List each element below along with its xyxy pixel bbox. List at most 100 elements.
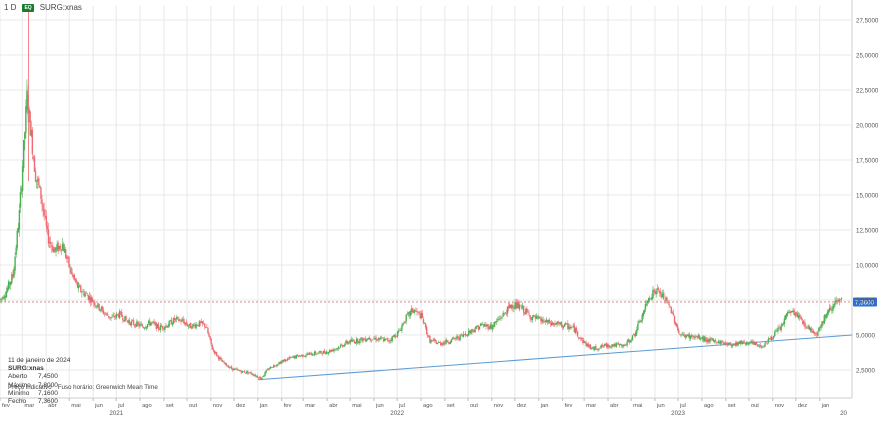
x-month-label: jan [821,403,830,409]
candle-body [688,334,691,339]
candle-body [376,340,378,341]
candle-body [794,313,796,316]
candle-body [238,370,240,371]
candle-body [444,342,446,343]
candle-body [506,306,509,314]
candle-body [647,297,650,302]
candle-body [373,338,375,339]
candle-body [713,340,716,342]
x-month-label: out [189,403,197,409]
candle-body [420,313,423,319]
candle-body [414,310,416,312]
candle-body [664,300,666,301]
x-month-label: mar [586,403,596,409]
candle-body [413,310,415,313]
candle-body [791,310,793,313]
candle-body [803,322,805,324]
symbol-label[interactable]: SURG:xnas [39,3,82,12]
candle-body [305,355,307,357]
candle-body [517,301,519,309]
candle-body [422,319,425,324]
indicative-price-note: Preço indicativo [8,384,52,391]
candle-body [487,324,489,329]
candle-body [73,275,76,279]
candle-body [11,274,13,283]
candle-body [479,323,482,326]
candle-body [218,355,220,360]
candle-body [282,360,285,362]
candle-body [755,341,758,345]
candle-body [474,329,476,333]
candle-body [802,320,804,324]
x-month-label: abr [610,403,618,409]
candle-body [138,323,140,327]
candle-body [531,317,533,320]
candle-body [728,342,731,344]
candle-body [100,307,102,311]
candle-body [489,324,491,329]
candle-body [272,365,275,368]
candle-body [607,344,609,348]
candle-body [725,342,727,345]
candle-body [111,316,113,318]
candle-body [196,324,198,326]
candle-body [198,321,201,327]
candle-body [577,336,580,338]
info-high-value: 7,8000 [38,381,58,389]
candle-body [833,303,835,308]
candle-body [808,325,810,330]
candle-body [810,328,813,332]
candle-body [630,340,633,342]
candle-body [396,331,399,337]
candle-body [267,369,269,370]
candle-body [505,313,508,315]
candle-body [796,312,799,318]
candle-body [33,156,36,172]
candle-body [307,354,309,355]
candle-body [493,321,496,327]
candle-body [65,248,67,258]
candle-body [694,336,696,339]
candle-body [71,272,73,274]
candle-body [368,337,371,340]
candle-body [748,342,750,345]
last-price-layer: 7,3600 [0,297,877,307]
candle-body [743,342,746,343]
x-month-label: ago [142,403,152,409]
candle-body [222,361,224,362]
candle-body [375,337,377,341]
candle-body [585,342,587,346]
candle-body [31,129,34,155]
candle-body [35,180,38,182]
candle-body [270,367,273,369]
candle-body [771,337,774,339]
candle-body [204,323,206,327]
candle-body [465,334,468,336]
candle-body [546,319,549,323]
candle-body [51,245,53,247]
candle-body [684,336,686,338]
candle-body [139,324,141,326]
candle-body [16,230,18,248]
candle-body [534,316,537,319]
candle-body [363,338,365,340]
candle-body [170,319,173,325]
candle-body [293,355,295,358]
candle-body [764,343,766,347]
candle-body [679,333,681,335]
candle-body [464,333,467,336]
candle-body [594,346,596,350]
candle-body [793,310,795,315]
candle-body [389,340,391,342]
x-month-label: fev [2,403,10,409]
candle-body [834,301,836,305]
candle-body [654,291,656,293]
candle-body [60,249,63,251]
candle-body [641,315,643,321]
candle-body [292,357,294,358]
candle-body [87,295,90,300]
candle-body [20,188,23,192]
interval-label[interactable]: 1 D [4,3,17,12]
